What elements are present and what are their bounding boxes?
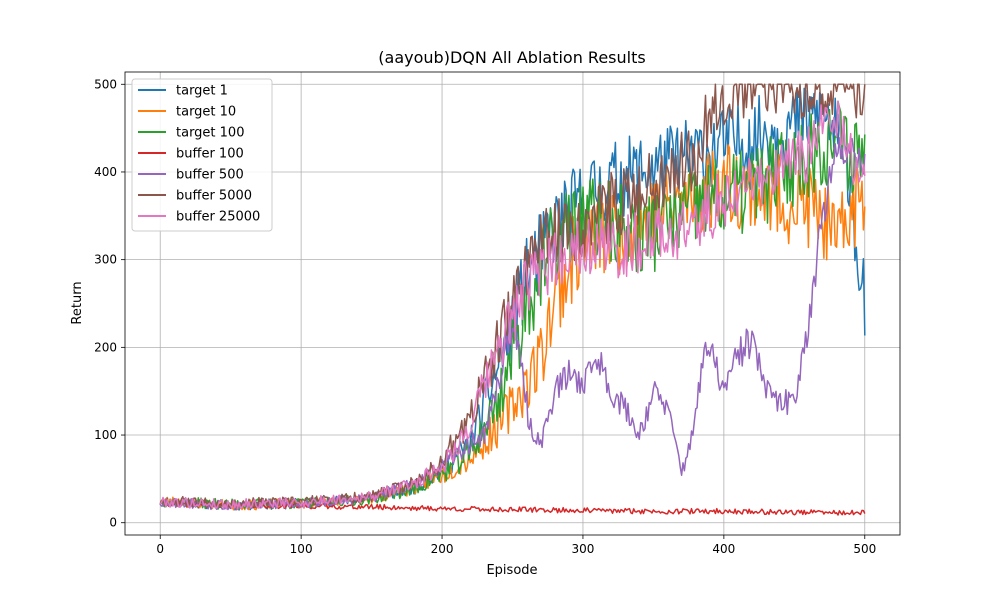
- legend-box: [131, 78, 273, 232]
- legend-label-buffer-25000: buffer 25000: [176, 210, 260, 225]
- x-tick-label: 500: [853, 542, 876, 556]
- y-tick-label: 500: [94, 77, 117, 91]
- x-tick-label: 100: [290, 542, 313, 556]
- legend-label-target-10: target 10: [176, 105, 236, 120]
- legend-label-buffer-100: buffer 100: [176, 147, 244, 162]
- legend-label-target-100: target 100: [176, 126, 244, 141]
- chart-title: (aayoub)DQN All Ablation Results: [378, 48, 645, 67]
- y-tick-label: 0: [109, 516, 117, 530]
- y-tick-label: 400: [94, 165, 117, 179]
- plot-frame: [124, 71, 901, 536]
- legend-label-buffer-500: buffer 500: [176, 168, 244, 183]
- legend-label-target-1: target 1: [176, 84, 228, 99]
- axis-ticks: 0 100 200 300 400 500 0 100 200 300 400 500: [94, 77, 876, 556]
- x-tick-label: 300: [572, 542, 595, 556]
- legend: target 1 target 10 target 100 buffer 100 buf…: [131, 78, 273, 232]
- series-lines: [159, 83, 866, 516]
- y-tick-label: 200: [94, 340, 117, 354]
- y-axis-label: Return: [70, 281, 85, 324]
- x-tick-label: 400: [712, 542, 735, 556]
- y-tick-label: 100: [94, 428, 117, 442]
- x-axis-label: Episode: [486, 563, 537, 578]
- y-tick-label: 300: [94, 253, 117, 267]
- x-tick-label: 200: [431, 542, 454, 556]
- series-line-buffer-25000: [159, 100, 866, 510]
- x-tick-label: 0: [156, 542, 164, 556]
- legend-label-buffer-5000: buffer 5000: [176, 189, 252, 204]
